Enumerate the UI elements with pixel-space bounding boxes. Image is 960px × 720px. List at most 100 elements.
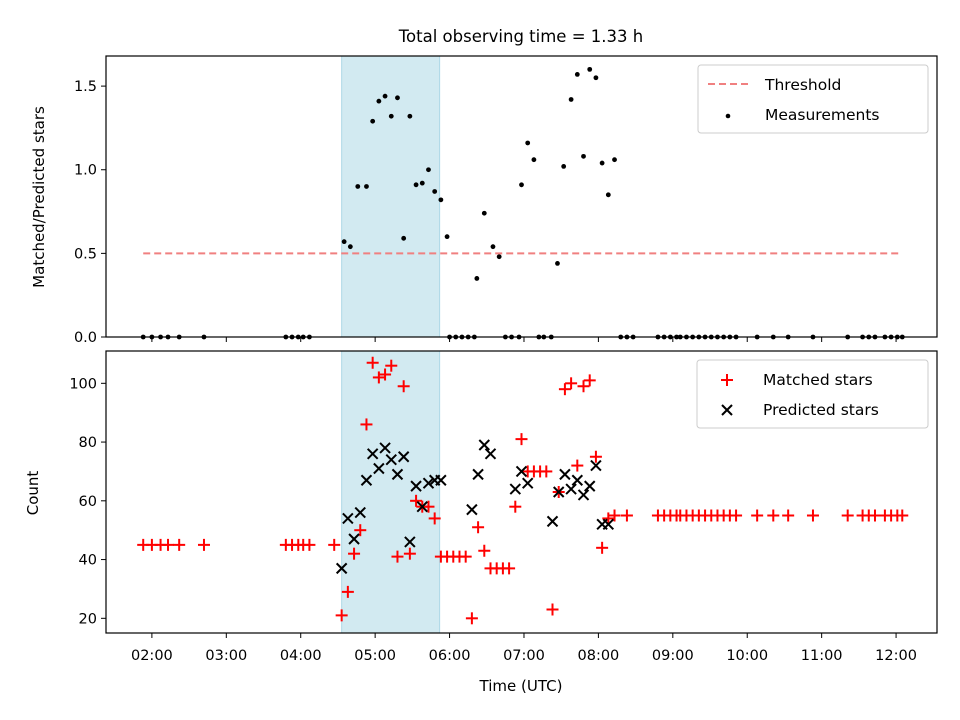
predicted-star-point <box>342 512 354 525</box>
bottom-x-tick-label: 07:00 <box>503 648 545 664</box>
predicted-star-point <box>509 483 522 495</box>
matched-star-point <box>459 550 472 563</box>
predicted-star-point <box>515 465 528 478</box>
matched-star-point <box>602 512 615 525</box>
matched-star-point <box>565 377 578 390</box>
legend-measurements-swatch <box>725 113 731 119</box>
measurement-point <box>347 244 353 250</box>
bottom-x-tick-label: 06:00 <box>429 648 471 664</box>
measurement-point <box>438 197 444 203</box>
measurement-point <box>355 184 361 189</box>
matched-star-point <box>620 509 633 522</box>
predicted-star-point <box>348 533 360 545</box>
matched-star-point <box>841 509 854 522</box>
predicted-star-point <box>577 489 590 501</box>
predicted-star-point <box>590 459 602 472</box>
matched-star-point <box>589 450 602 463</box>
bottom-axes-frame <box>105 350 938 634</box>
bottom-legend-box <box>696 359 929 429</box>
top-shaded-region <box>341 55 441 338</box>
matched-star-point <box>571 459 584 472</box>
measurement-point <box>525 140 531 146</box>
top-y-tick-label: 0.0 <box>74 330 97 346</box>
top-y-tick-label: 0.5 <box>74 246 97 262</box>
predicted-star-point <box>354 506 366 519</box>
matched-star-point <box>422 500 435 513</box>
measurement-point <box>382 93 388 99</box>
predicted-star-point <box>602 518 615 531</box>
predicted-star-point <box>379 442 391 454</box>
matched-star-point <box>509 500 522 513</box>
predicted-star-point <box>466 503 478 516</box>
legend-predicted-swatch <box>721 404 733 416</box>
bottom-x-tick-label: 09:00 <box>652 648 694 664</box>
matched-star-point <box>197 538 210 551</box>
matched-star-point <box>360 418 373 431</box>
matched-star-point <box>751 509 764 522</box>
measurement-point <box>599 160 605 166</box>
measurement-point <box>561 163 567 169</box>
top-legend-box <box>697 64 929 134</box>
predicted-star-point <box>484 448 497 460</box>
measurement-point <box>419 180 425 186</box>
top-y-tick-label: 1.0 <box>74 163 97 179</box>
measurement-point <box>593 75 599 81</box>
bottom-x-tick-label: 08:00 <box>578 648 620 664</box>
measurement-point <box>426 167 431 173</box>
measurement-point <box>376 98 382 104</box>
matched-star-point <box>577 380 590 393</box>
bottom-x-tick-label: 03:00 <box>205 648 247 664</box>
matched-star-point <box>546 603 559 616</box>
matched-star-point <box>379 368 392 381</box>
matched-star-point <box>428 512 441 525</box>
bottom-x-tick-label: 12:00 <box>875 648 917 664</box>
measurement-point <box>519 182 524 188</box>
predicted-star-point <box>435 474 447 486</box>
matched-star-point <box>341 585 354 598</box>
bottom-y-tick-label: 80 <box>79 435 97 451</box>
matched-star-point <box>540 465 553 478</box>
matched-star-point <box>806 509 819 522</box>
matched-star-point <box>410 494 423 507</box>
bottom-x-tick-label: 02:00 <box>131 648 173 664</box>
predicted-star-point <box>366 448 379 460</box>
bottom-y-tick-label: 20 <box>79 611 97 627</box>
measurement-point <box>395 95 400 101</box>
measurement-point <box>574 71 580 77</box>
legend-predicted-label: Predicted stars <box>763 401 879 419</box>
measurement-point <box>388 113 394 119</box>
bottom-y-tick-label: 40 <box>79 553 97 569</box>
matched-star-point <box>372 371 385 384</box>
matched-star-point <box>558 383 571 396</box>
matched-star-point <box>596 541 609 554</box>
matched-star-point <box>465 612 478 625</box>
predicted-star-point <box>335 562 348 575</box>
matched-star-point <box>403 547 416 560</box>
measurement-point <box>490 244 496 250</box>
matched-star-point <box>162 538 175 551</box>
predicted-star-point <box>422 477 435 489</box>
measurement-point <box>481 210 487 216</box>
bottom-y-tick-label: 100 <box>69 376 97 392</box>
matched-star-point <box>608 509 621 522</box>
figure-title: Total observing time = 1.33 h <box>398 27 643 46</box>
matched-star-point <box>896 509 909 522</box>
matched-star-point <box>730 509 743 522</box>
bottom-x-tick-label: 10:00 <box>726 648 768 664</box>
measurement-point <box>474 276 480 281</box>
predicted-star-point <box>553 486 565 498</box>
top-x-axis <box>151 337 897 342</box>
bottom-y-tick-label: 60 <box>79 494 97 510</box>
top-y-axis-label: Matched/Predicted stars <box>30 106 48 288</box>
bottom-x-axis: 02:00 03:00 04:00 05:00 06:00 07:00 08:00 09:00… <box>131 633 917 664</box>
matched-star-point <box>366 356 379 369</box>
measurement-point <box>364 184 369 189</box>
bottom-y-axis-label: Count <box>24 471 42 516</box>
matched-star-point <box>173 538 186 551</box>
bottom-x-tick-label: 11:00 <box>801 648 843 664</box>
matched-star-point <box>385 359 398 372</box>
matched-star-point <box>397 380 410 393</box>
legend-matched-label: Matched stars <box>763 371 873 389</box>
measurement-point <box>581 153 586 159</box>
predicted-star-point <box>416 500 428 513</box>
